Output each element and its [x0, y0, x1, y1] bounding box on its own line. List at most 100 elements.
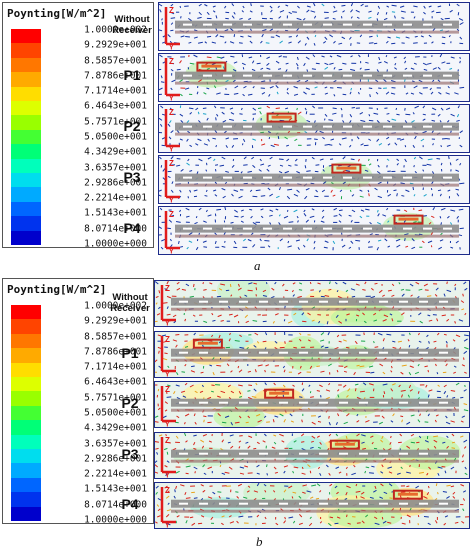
coil-segment: [323, 23, 332, 26]
field-vector: [319, 339, 325, 342]
field-vector: [181, 288, 186, 291]
coil-segment: [299, 351, 308, 354]
field-vector: [247, 390, 251, 392]
field-vector: [240, 220, 244, 223]
field-vector: [164, 464, 168, 467]
field-vector: [299, 513, 303, 518]
field-vector: [316, 435, 320, 438]
transmitter-track: [171, 398, 459, 407]
receiver-coil: [192, 338, 223, 349]
field-vector: [386, 158, 390, 161]
field-vector: [238, 445, 241, 449]
coil-segment: [239, 502, 248, 505]
field-vector: [271, 446, 276, 449]
field-vector: [328, 415, 330, 419]
field-vector: [295, 62, 299, 67]
field-vector: [417, 419, 421, 423]
field-vector: [376, 170, 381, 175]
field-vector: [188, 232, 193, 236]
field-vector: [244, 294, 248, 297]
field-vector: [320, 331, 325, 335]
field-vector: [359, 34, 363, 38]
legend-value: 5.7571e+001: [84, 116, 147, 128]
field-vector: [460, 396, 464, 399]
field-vector: [324, 66, 329, 70]
field-vector: [216, 208, 222, 211]
field-vector: [404, 60, 407, 64]
field-vector: [198, 207, 202, 211]
field-vector: [341, 36, 346, 40]
field-vector: [303, 62, 306, 67]
field-vector: [302, 484, 308, 487]
field-vector: [237, 483, 243, 487]
field-vector: [163, 447, 168, 450]
field-vector: [225, 79, 229, 83]
coil-segment: [399, 502, 408, 505]
field-vector: [317, 420, 322, 423]
field-vector: [200, 439, 205, 443]
y-axis-label: Y: [165, 472, 170, 478]
field-vector: [264, 382, 267, 386]
field-vector: [459, 56, 461, 60]
field-vector: [249, 10, 253, 13]
field-plot: ZY: [159, 207, 469, 254]
field-vector: [166, 306, 169, 310]
coil-segment: [283, 227, 292, 230]
field-vector: [202, 282, 204, 285]
field-vector: [217, 491, 222, 493]
field-vector: [338, 220, 342, 223]
field-vector: [450, 246, 454, 249]
field-vector: [184, 413, 190, 417]
field-vector: [336, 289, 339, 293]
field-vector: [293, 193, 299, 197]
field-vector: [267, 245, 271, 248]
field-vector: [440, 232, 443, 236]
field-vector: [234, 339, 240, 342]
field-vector: [451, 441, 456, 443]
field-vector: [462, 453, 464, 457]
field-vector: [205, 189, 208, 193]
field-vector: [303, 244, 306, 248]
field-vector: [214, 181, 218, 185]
field-vector: [161, 238, 166, 242]
field-vector: [274, 471, 278, 474]
legend-swatch: [11, 230, 41, 246]
legend-title: Poynting[W/m^2]: [7, 7, 107, 20]
field-vector: [247, 415, 251, 419]
field-vector: [302, 491, 306, 494]
legend-swatch: [11, 319, 41, 335]
field-vector: [463, 281, 467, 285]
field-vector: [256, 514, 260, 518]
field-vector: [348, 214, 352, 217]
field-vector: [155, 295, 159, 298]
field-vector: [240, 171, 243, 174]
field-vector: [263, 415, 267, 418]
field-vector: [459, 144, 463, 148]
field-vector: [343, 421, 348, 425]
field-vector: [273, 490, 276, 493]
coil-segment: [263, 125, 272, 128]
field-vector: [297, 295, 302, 298]
field-vector: [222, 66, 226, 70]
field-vector: [193, 54, 198, 58]
field-vector: [404, 67, 408, 70]
field-vector: [332, 17, 336, 20]
field-vector: [186, 246, 189, 250]
field-vector: [391, 118, 397, 121]
field-vector: [341, 4, 346, 7]
field-vector: [408, 384, 412, 389]
transmitter-track: [171, 499, 459, 508]
field-vector: [418, 340, 422, 343]
coil-segment: [203, 74, 212, 77]
field-vector: [253, 447, 257, 449]
field-vector: [401, 522, 406, 525]
coil-segment: [319, 502, 328, 505]
field-vector: [179, 189, 182, 193]
field-vector: [194, 470, 196, 473]
field-vector: [225, 170, 230, 173]
field-vector: [311, 208, 315, 211]
coil-segment: [423, 176, 432, 179]
coil-segment: [363, 176, 372, 179]
field-vector: [311, 435, 316, 439]
field-vector: [159, 226, 162, 230]
